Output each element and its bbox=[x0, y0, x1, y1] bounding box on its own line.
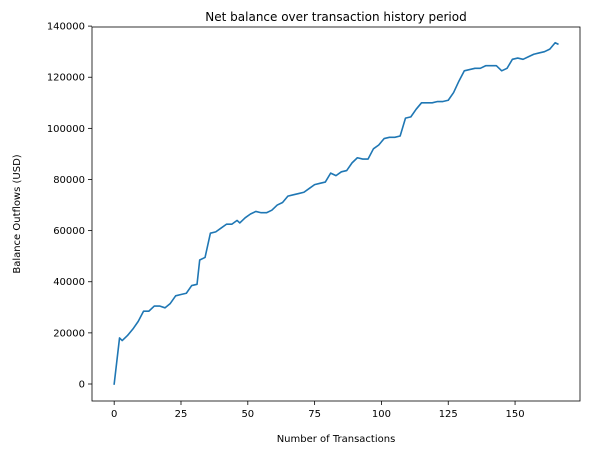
x-tick-label: 25 bbox=[175, 409, 188, 420]
y-tick-label: 40000 bbox=[53, 277, 85, 288]
y-tick-label: 60000 bbox=[53, 226, 85, 237]
x-tick-label: 150 bbox=[506, 409, 525, 420]
x-tick-label: 0 bbox=[111, 409, 117, 420]
plot-area bbox=[92, 27, 580, 401]
y-tick-label: 100000 bbox=[47, 124, 85, 135]
x-tick-label: 75 bbox=[308, 409, 321, 420]
x-axis-ticks: 0 25 50 75 100 125 150 bbox=[111, 401, 525, 420]
y-tick-label: 0 bbox=[79, 380, 85, 391]
series-layer bbox=[113, 41, 559, 385]
y-axis-ticks: 0 20000 40000 60000 80000 100000 120000 140000 bbox=[47, 22, 92, 391]
y-tick-label: 140000 bbox=[47, 22, 85, 33]
x-tick-label: 100 bbox=[372, 409, 391, 420]
plot-frame bbox=[91, 26, 581, 402]
y-tick-label: 80000 bbox=[53, 175, 85, 186]
y-axis-label: Balance Outflows (USD) bbox=[12, 154, 23, 273]
x-axis-label: Number of Transactions bbox=[277, 434, 396, 445]
x-tick-label: 50 bbox=[241, 409, 254, 420]
y-tick-label: 120000 bbox=[47, 73, 85, 84]
series-line bbox=[113, 41, 559, 385]
y-tick-label: 20000 bbox=[53, 328, 85, 339]
chart-title: Net balance over transaction history per… bbox=[205, 10, 466, 24]
x-tick-label: 125 bbox=[439, 409, 458, 420]
